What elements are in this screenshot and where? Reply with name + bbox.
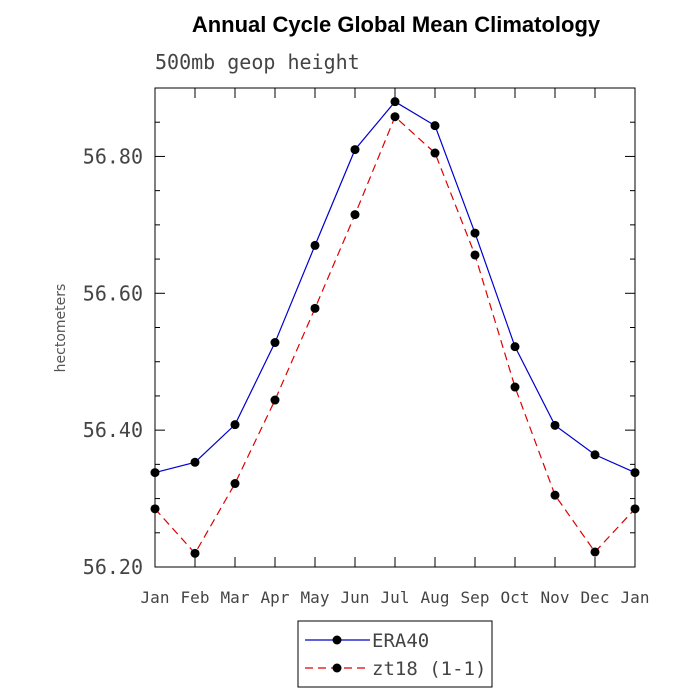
- x-tick-label: Nov: [541, 588, 570, 607]
- x-tick-label: May: [301, 588, 330, 607]
- data-point-series-0: [510, 342, 520, 352]
- data-point-series-0: [390, 97, 400, 107]
- data-point-series-1: [550, 490, 560, 500]
- data-point-series-1: [590, 547, 600, 557]
- data-point-series-1: [350, 210, 360, 220]
- chart-subtitle: 500mb geop height: [155, 50, 360, 74]
- y-tick-label: 56.80: [83, 144, 143, 168]
- data-point-series-0: [190, 457, 200, 467]
- x-tick-label: Jun: [341, 588, 370, 607]
- data-point-series-0: [150, 468, 160, 478]
- data-point-series-1: [430, 148, 440, 158]
- data-point-series-0: [590, 450, 600, 460]
- data-point-series-1: [230, 479, 240, 489]
- data-point-series-0: [470, 228, 480, 238]
- x-tick-label: Feb: [181, 588, 210, 607]
- data-point-series-0: [430, 121, 440, 131]
- plot-frame: [154, 87, 636, 568]
- series-layer: [150, 97, 640, 558]
- data-point-series-0: [630, 468, 640, 478]
- x-tick-label: Jan: [621, 588, 650, 607]
- data-point-series-1: [270, 395, 280, 405]
- series-line-1: [154, 115, 636, 555]
- y-tick-label: 56.20: [83, 555, 143, 579]
- legend-marker-era40: [332, 635, 342, 645]
- legend-box: [297, 620, 493, 688]
- x-tick-label: Sep: [461, 588, 490, 607]
- y-tick-label: 56.40: [83, 418, 143, 442]
- data-point-series-0: [270, 338, 280, 348]
- data-point-series-0: [230, 420, 240, 430]
- legend-marker-zt18: [332, 663, 342, 673]
- series-line-0: [154, 100, 636, 474]
- legend-label-zt18: zt18 (1-1): [372, 658, 486, 680]
- data-point-series-1: [630, 504, 640, 514]
- data-point-series-1: [510, 382, 520, 392]
- y-axis-label: hectometers: [53, 284, 69, 373]
- data-point-series-1: [310, 303, 320, 313]
- x-tick-label: Aug: [421, 588, 450, 607]
- data-point-series-1: [390, 112, 400, 122]
- axes: 56.20 56.40 56.60 56.80 Jan Feb Mar Apr May Jun Ju…: [83, 87, 650, 607]
- x-tick-label: Mar: [221, 588, 250, 607]
- legend-label-era40: ERA40: [372, 630, 429, 652]
- data-point-series-0: [310, 240, 320, 250]
- x-tick-label: Jul: [381, 588, 410, 607]
- data-point-series-1: [150, 504, 160, 514]
- y-tick-label: 56.60: [83, 281, 143, 305]
- data-point-series-0: [550, 420, 560, 430]
- x-tick-label: Jan: [141, 588, 170, 607]
- x-tick-label: Apr: [261, 588, 290, 607]
- x-tick-label: Dec: [581, 588, 610, 607]
- chart-title: Annual Cycle Global Mean Climatology: [192, 12, 601, 37]
- data-point-series-1: [190, 548, 200, 558]
- data-point-series-1: [470, 250, 480, 260]
- data-point-series-0: [350, 145, 360, 155]
- legend: ERA40 zt18 (1-1): [297, 620, 493, 688]
- x-tick-label: Oct: [501, 588, 530, 607]
